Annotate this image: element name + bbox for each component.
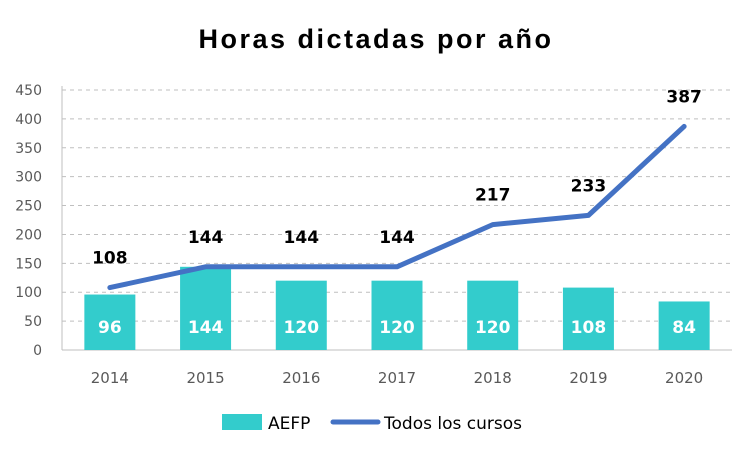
bar-aefp-2015 bbox=[180, 266, 232, 350]
bar-aefp-2018 bbox=[467, 280, 519, 350]
data-labels: 96 144 120 120 120 108 84 108 144 144 144 217 233 387 bbox=[92, 87, 702, 338]
bar-aefp-2017 bbox=[371, 280, 423, 350]
y-tick-label: 300 bbox=[15, 170, 42, 186]
legend: AEFP Todos los cursos bbox=[222, 414, 522, 434]
bar-data-label: 96 bbox=[98, 318, 122, 338]
line-data-label: 144 bbox=[379, 228, 415, 248]
x-tick-label: 2015 bbox=[186, 369, 224, 387]
y-tick-label: 100 bbox=[15, 285, 42, 301]
bar-data-label: 84 bbox=[672, 318, 696, 338]
bar-data-label: 108 bbox=[571, 318, 607, 338]
y-axis-ticks: 0 50 100 150 200 250 300 350 400 450 bbox=[15, 83, 42, 359]
line-data-label: 144 bbox=[284, 228, 320, 248]
bar-aefp-2019 bbox=[562, 287, 614, 350]
y-tick-label: 150 bbox=[15, 256, 42, 272]
bar-data-label: 120 bbox=[284, 318, 320, 338]
x-tick-label: 2017 bbox=[378, 369, 416, 387]
y-tick-label: 250 bbox=[15, 199, 42, 215]
bar-data-label: 120 bbox=[379, 318, 415, 338]
bar-aefp-2016 bbox=[275, 280, 327, 350]
x-tick-label: 2020 bbox=[665, 369, 703, 387]
line-data-label: 217 bbox=[475, 186, 511, 206]
line-series bbox=[107, 123, 687, 291]
bar-aefp-2014 bbox=[84, 294, 136, 350]
bar-series bbox=[84, 266, 710, 350]
y-tick-label: 450 bbox=[15, 83, 42, 99]
bar-data-label: 120 bbox=[475, 318, 511, 338]
y-tick-label: 50 bbox=[24, 314, 42, 330]
legend-label-aefp: AEFP bbox=[268, 414, 310, 434]
legend-swatch-aefp bbox=[222, 414, 262, 430]
line-data-label: 233 bbox=[571, 176, 607, 196]
line-data-label: 387 bbox=[666, 87, 702, 107]
y-tick-label: 350 bbox=[15, 141, 42, 157]
y-tick-label: 400 bbox=[15, 112, 42, 128]
x-tick-label: 2016 bbox=[282, 369, 320, 387]
x-tick-label: 2014 bbox=[91, 369, 129, 387]
bar-data-label: 144 bbox=[188, 318, 224, 338]
line-todos-los-cursos bbox=[107, 123, 687, 291]
line-data-label: 144 bbox=[188, 228, 224, 248]
chart-title: Horas dictadas por año bbox=[198, 24, 553, 54]
bar-aefp-2020 bbox=[658, 301, 710, 350]
y-tick-label: 0 bbox=[33, 343, 42, 359]
y-tick-label: 200 bbox=[15, 227, 42, 243]
legend-label-todos-los-cursos: Todos los cursos bbox=[383, 414, 522, 434]
x-tick-label: 2019 bbox=[569, 369, 607, 387]
x-tick-label: 2018 bbox=[474, 369, 512, 387]
x-axis-ticks: 2014 2015 2016 2017 2018 2019 2020 bbox=[91, 369, 703, 387]
line-data-label: 108 bbox=[92, 249, 128, 269]
